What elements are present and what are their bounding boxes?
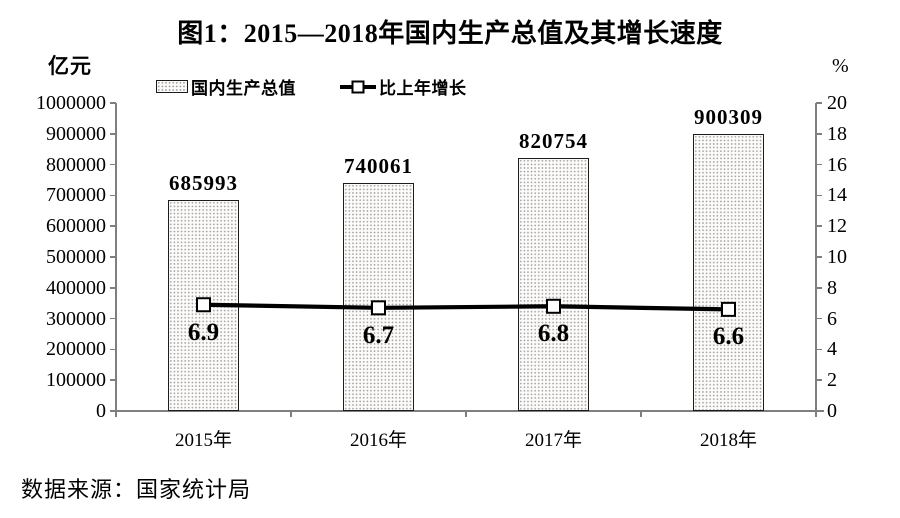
bar-value-label: 685993 [169,170,238,195]
x-axis [110,410,824,412]
y-axis-tick-label-right: 6 [827,307,837,330]
y-axis-tick-right [816,225,822,227]
y-axis-tick-label-left: 900000 [46,122,106,145]
growth-marker-icon [351,80,365,93]
y-axis-tick-label-right: 14 [827,184,847,207]
y-axis-tick-left [110,287,116,289]
y-axis-tick-left [110,194,116,197]
y-axis-tick-label-right: 8 [827,276,837,299]
growth-value-label: 6.7 [362,321,395,349]
y-axis-tick-label-right: 4 [827,338,837,361]
y-axis-tick-right [816,410,822,412]
y-axis-tick-label-right: 20 [827,92,847,114]
x-axis-label: 2018年 [699,430,757,451]
legend-label-growth: 比上年增长 [379,79,467,98]
legend-item-growth: 比上年增长 [340,74,467,99]
y-axis-tick-right [816,256,822,258]
legend-item-gdp: 国内生产总值 [156,74,296,99]
bar [168,199,239,411]
y-axis-tick-label-left: 700000 [46,184,106,207]
chart-title: 图1：2015—2018年国内生产总值及其增长速度 [177,19,723,48]
y-axis-tick-label-left: 100000 [46,369,106,392]
growth-line [203,302,729,312]
y-axis-tick-label-right: 2 [827,369,837,392]
right-axis-unit-label: % [832,55,849,77]
y-axis-tick-label-right: 12 [827,215,847,238]
y-axis-tick-right [816,194,822,197]
x-axis-tick [640,411,642,417]
bar-value-label: 740061 [344,154,413,179]
y-axis-tick-label-left: 300000 [46,307,106,330]
y-axis-tick-label-left: 200000 [46,338,106,361]
gdp-bar-swatch-icon [156,80,188,93]
y-axis-tick-right [816,317,822,320]
left-axis-unit-label: 亿元 [48,55,92,78]
y-axis-tick-left [110,133,116,135]
y-axis-tick-label-left: 1000000 [36,92,106,114]
y-axis-tick-left [110,102,116,104]
y-axis-tick-right [816,133,822,135]
legend: 国内生产总值 比上年增长 [156,74,467,99]
y-axis-tick-label-right: 0 [827,400,837,422]
y-axis-tick-label-left: 500000 [46,246,106,268]
y-axis-tick-left [110,225,116,227]
data-source-note: 数据来源：国家统计局 [21,477,252,502]
y-axis-tick-right [816,287,822,289]
bar-value-label: 900309 [694,104,763,129]
y-axis-tick-left [110,163,116,166]
legend-label-gdp: 国内生产总值 [191,79,296,98]
x-axis-tick [290,411,292,417]
y-axis-tick-label-left: 600000 [46,215,106,238]
bar [518,158,589,411]
growth-value-label: 6.8 [537,320,570,348]
growth-value-label: 6.6 [712,323,745,351]
bar [343,183,414,411]
y-axis-tick-left [110,256,116,258]
x-axis-label: 2017年 [524,430,582,451]
y-axis-tick-label-right: 10 [827,246,847,268]
y-axis-tick-left [110,348,116,351]
y-axis-tick-right [816,163,822,166]
y-axis-tick-left [110,410,116,412]
y-axis-tick-label-left: 400000 [46,276,106,299]
y-axis-tick-label-left: 800000 [46,153,106,176]
y-axis-left [115,103,117,411]
y-axis-tick-right [816,348,822,351]
growth-value-label: 6.9 [187,318,220,346]
y-axis-tick-left [110,379,116,381]
y-axis-tick-right [816,379,822,381]
y-axis-tick-left [110,317,116,320]
growth-line-swatch-icon [340,80,376,93]
y-axis-tick-label-right: 16 [827,153,847,176]
x-axis-tick [465,411,467,417]
x-axis-label: 2016年 [349,430,407,451]
x-axis-tick [115,411,117,417]
y-axis-tick-right [816,102,822,104]
y-axis-tick-label-left: 0 [96,400,106,422]
bar [693,133,764,411]
x-axis-label: 2015年 [174,430,232,451]
y-axis-tick-label-right: 18 [827,122,847,145]
x-axis-tick [815,411,817,417]
bar-value-label: 820754 [519,129,588,154]
